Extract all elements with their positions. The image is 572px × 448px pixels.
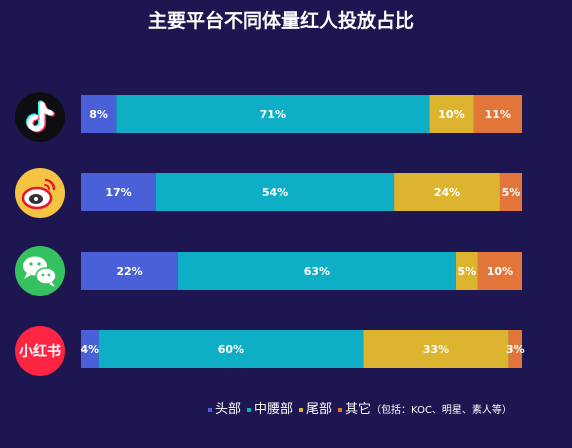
bar-segment	[455, 252, 478, 290]
legend: 头部 中腰部 尾部 其它（包括：KOC、明星、素人等）	[208, 398, 568, 417]
legend-swatch	[208, 407, 212, 412]
bar-segment	[116, 95, 430, 133]
bar-data-label: 5%	[458, 265, 477, 278]
bar-data-label: 33%	[423, 343, 449, 356]
bar-data-label: 60%	[218, 343, 244, 356]
bar-data-label: 22%	[116, 265, 142, 278]
chart-title: 主要平台不同体量红人投放占比	[148, 10, 415, 32]
legend-item: 中腰部	[247, 398, 293, 417]
bar-data-label: 4%	[80, 343, 99, 356]
bar-data-label: 5%	[502, 186, 521, 199]
bar-segment	[81, 95, 117, 133]
weibo-icon	[15, 168, 65, 218]
bar-segment	[81, 330, 99, 368]
xiaohongshu-icon-text: 小红书	[19, 343, 61, 360]
bar-segment	[178, 252, 456, 290]
legend-item: 其它（包括：KOC、明星、素人等）	[338, 398, 512, 417]
xiaohongshu-icon: 小红书	[15, 326, 65, 376]
tiktok-icon	[15, 92, 65, 142]
legend-item: 头部	[208, 398, 241, 417]
bar-data-label: 10%	[438, 108, 464, 121]
legend-item: 尾部	[299, 398, 332, 417]
bars-group: 8% 71% 10% 11% 17% 54% 24% 5% 22% 63% 5% 10% 4% 60% 33…	[80, 95, 525, 368]
bar-segment	[394, 173, 500, 211]
legend-label: 其它	[345, 402, 372, 417]
bar-segment	[429, 95, 474, 133]
bar-data-label: 54%	[262, 186, 288, 199]
bar-segment	[477, 252, 522, 290]
wechat-icon	[15, 246, 65, 296]
legend-swatch	[338, 407, 343, 412]
legend-swatch	[247, 407, 252, 412]
bar-segment	[473, 95, 522, 133]
legend-label: 头部	[215, 402, 242, 417]
bar-segment	[81, 252, 179, 290]
bar-data-label: 71%	[260, 108, 286, 121]
bar-data-label: 17%	[105, 186, 131, 199]
bar-segment	[508, 330, 522, 368]
bar-segment	[363, 330, 509, 368]
bar-segment	[98, 330, 364, 368]
bar-data-label: 10%	[487, 265, 513, 278]
bar-segment	[155, 173, 395, 211]
bar-data-label: 63%	[304, 265, 330, 278]
legend-label: 中腰部	[254, 402, 294, 417]
bar-data-label: 11%	[485, 108, 511, 121]
legend-swatch	[299, 407, 304, 412]
legend-note: （包括：KOC、明星、素人等）	[371, 405, 512, 416]
bar-data-label: 3%	[506, 343, 525, 356]
bar-data-label: 24%	[434, 186, 460, 199]
bar-segment	[81, 173, 156, 211]
bar-segment	[499, 173, 522, 211]
legend-label: 尾部	[306, 402, 333, 417]
bar-data-label: 8%	[89, 108, 108, 121]
